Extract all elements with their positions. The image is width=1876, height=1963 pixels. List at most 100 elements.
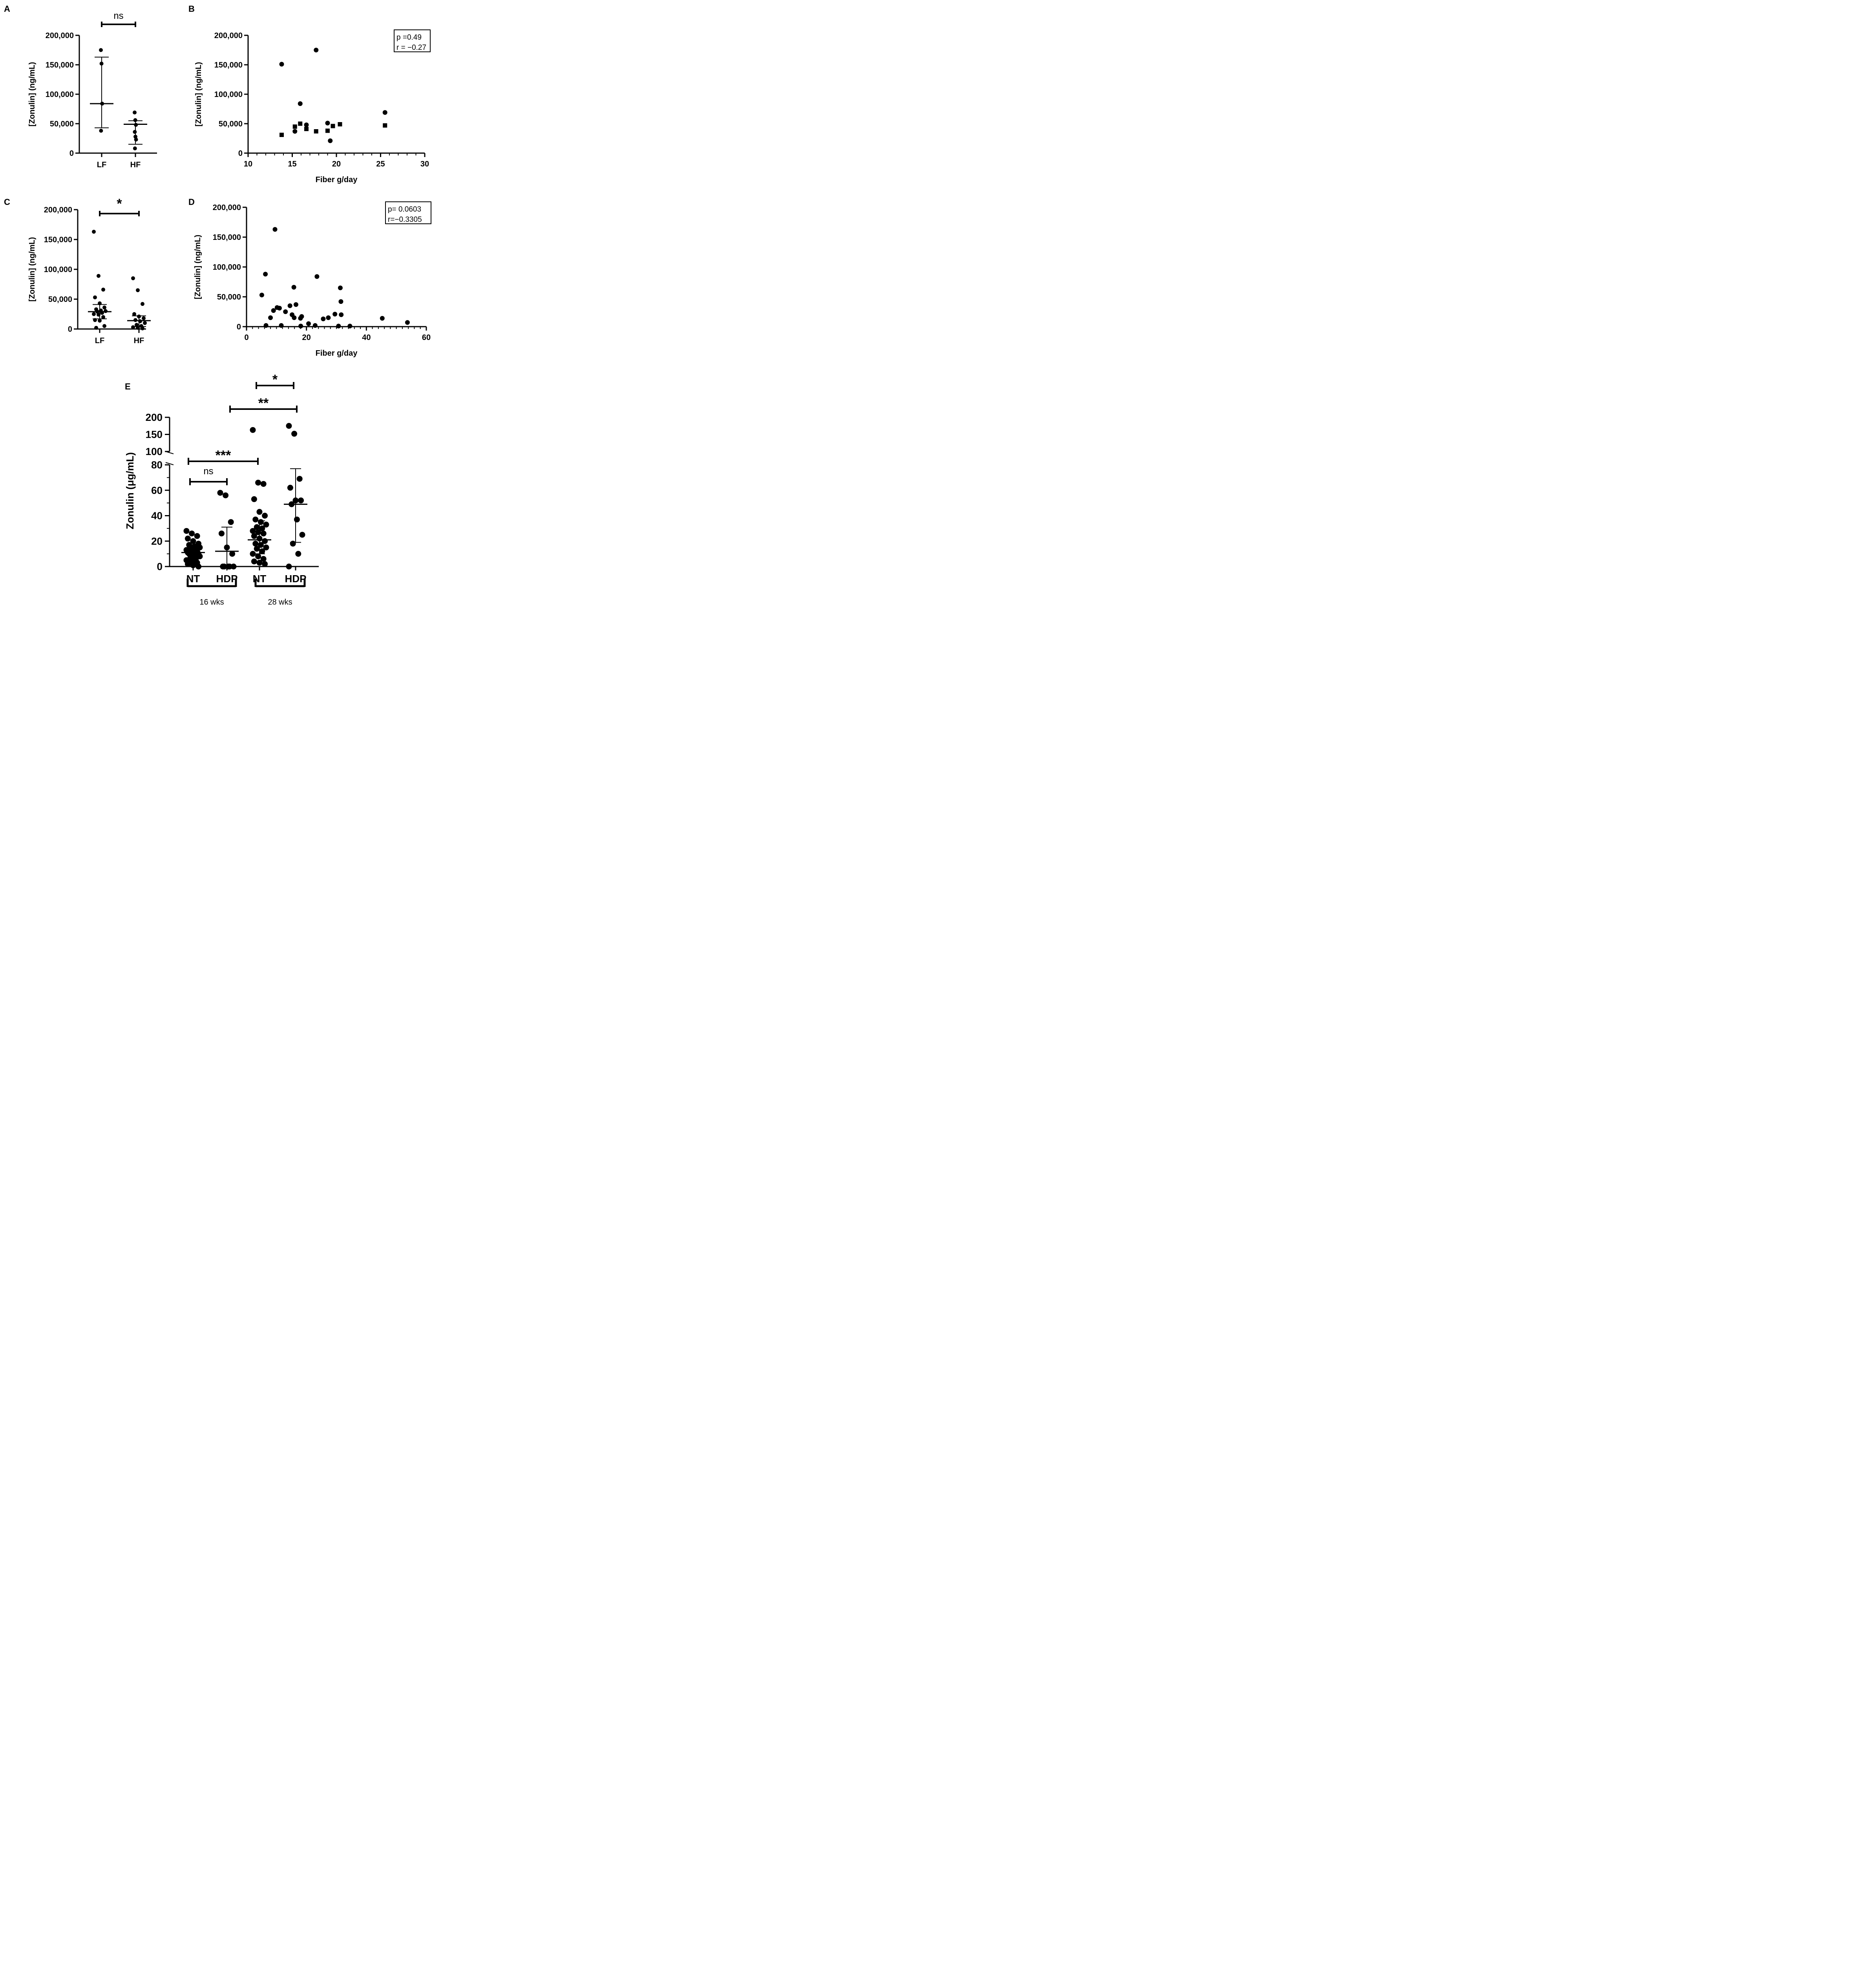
- data-point: [195, 563, 202, 570]
- data-point: [258, 519, 264, 525]
- data-point: [299, 532, 305, 538]
- data-point: [135, 323, 139, 327]
- data-point: [142, 316, 146, 320]
- data-point: [279, 323, 284, 328]
- data-point: [254, 524, 260, 530]
- data-point: [133, 146, 137, 150]
- data-point: [141, 326, 144, 331]
- panel-label-d: D: [188, 197, 195, 207]
- data-point: [291, 285, 296, 290]
- data-point: [224, 544, 230, 550]
- data-point: [134, 137, 138, 142]
- data-point-circle: [328, 138, 333, 143]
- y-tick-label: 20: [151, 535, 163, 547]
- data-point: [332, 312, 338, 317]
- data-point: [306, 321, 311, 326]
- y-axis-label: Zonulin (μg/mL): [124, 452, 136, 529]
- data-point-circle: [382, 110, 387, 115]
- data-point: [272, 227, 278, 232]
- data-point: [263, 323, 269, 328]
- group-label: 16 wks: [199, 598, 224, 607]
- data-point: [252, 541, 259, 547]
- data-point: [102, 324, 106, 328]
- stats-box: [394, 29, 431, 52]
- data-point: [295, 551, 301, 557]
- significance-label: ns: [113, 11, 123, 21]
- data-point: [255, 529, 261, 536]
- y-tick-label: 50,000: [50, 120, 74, 128]
- data-point: [251, 496, 257, 502]
- data-point: [296, 476, 303, 482]
- data-point: [260, 530, 267, 537]
- data-point: [262, 513, 268, 519]
- y-axis-label: [Zonulin] (ng/mL): [28, 62, 37, 126]
- data-point-circle: [314, 48, 319, 53]
- data-point: [263, 544, 269, 550]
- data-point: [134, 123, 138, 127]
- y-tick-label: 100,000: [214, 90, 243, 99]
- y-tick-label: 0: [68, 325, 72, 334]
- y-tick-label: 200,000: [214, 31, 243, 40]
- x-tick-label: 10: [244, 160, 252, 168]
- y-tick-label: 100,000: [46, 90, 74, 99]
- data-point-square: [304, 127, 309, 131]
- data-point: [271, 308, 276, 313]
- data-point: [223, 492, 229, 499]
- x-tick-label: 20: [302, 333, 311, 342]
- x-tick-label: 15: [288, 160, 296, 168]
- data-point: [338, 285, 343, 291]
- data-point-square: [338, 122, 342, 126]
- data-point: [336, 324, 341, 329]
- data-point-square: [314, 129, 318, 133]
- data-point: [256, 536, 263, 542]
- data-point-square: [292, 124, 297, 129]
- data-point: [132, 312, 136, 316]
- y-tick-label: 100: [146, 446, 163, 457]
- data-point: [263, 272, 268, 277]
- data-point: [92, 312, 96, 316]
- stats-r-value: r = −0.27: [396, 44, 426, 52]
- x-tick-label: 30: [420, 160, 429, 168]
- y-axis-label: [Zonulin] (ng/mL): [194, 62, 203, 126]
- stats-p-value: p= 0.0603: [388, 205, 421, 214]
- y-tick-label: 200,000: [44, 206, 72, 214]
- data-point: [99, 48, 103, 52]
- data-point: [98, 318, 102, 323]
- x-tick-label: HDP: [285, 573, 307, 585]
- data-point: [291, 431, 298, 437]
- data-point: [194, 533, 200, 539]
- data-point: [321, 316, 326, 322]
- data-point: [293, 302, 298, 307]
- x-tick-label: 60: [422, 333, 431, 342]
- y-tick-label: 100,000: [44, 265, 72, 274]
- data-point: [260, 481, 267, 487]
- data-point-square: [383, 123, 387, 128]
- data-point: [250, 427, 256, 433]
- y-tick-label: 0: [237, 323, 241, 331]
- data-point: [92, 230, 96, 234]
- data-point: [98, 301, 102, 305]
- x-tick-label: LF: [97, 161, 106, 169]
- data-point: [95, 309, 99, 314]
- y-axis-label: [Zonulin] (ng/mL): [28, 237, 37, 302]
- significance-label: ns: [203, 466, 213, 477]
- x-axis-label: Fiber g/day: [316, 349, 358, 358]
- data-point: [189, 530, 195, 537]
- data-point: [256, 509, 263, 515]
- data-point: [298, 497, 304, 504]
- data-point: [100, 102, 104, 106]
- data-point: [104, 309, 108, 313]
- y-tick-label: 150: [146, 429, 163, 440]
- data-point: [347, 324, 353, 329]
- data-point: [339, 312, 344, 317]
- stats-box: [385, 201, 431, 224]
- axis-break-mark: [165, 462, 174, 465]
- data-point: [218, 530, 225, 537]
- data-point: [256, 559, 263, 566]
- data-point: [190, 538, 196, 544]
- panel-label-c: C: [4, 197, 10, 207]
- x-tick-label: HF: [130, 161, 141, 169]
- data-point: [259, 292, 264, 298]
- y-tick-label: 150,000: [46, 61, 74, 69]
- data-point: [252, 516, 259, 523]
